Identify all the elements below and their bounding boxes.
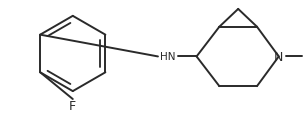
Text: F: F: [69, 100, 76, 113]
Text: N: N: [274, 51, 283, 63]
Text: HN: HN: [160, 52, 176, 62]
